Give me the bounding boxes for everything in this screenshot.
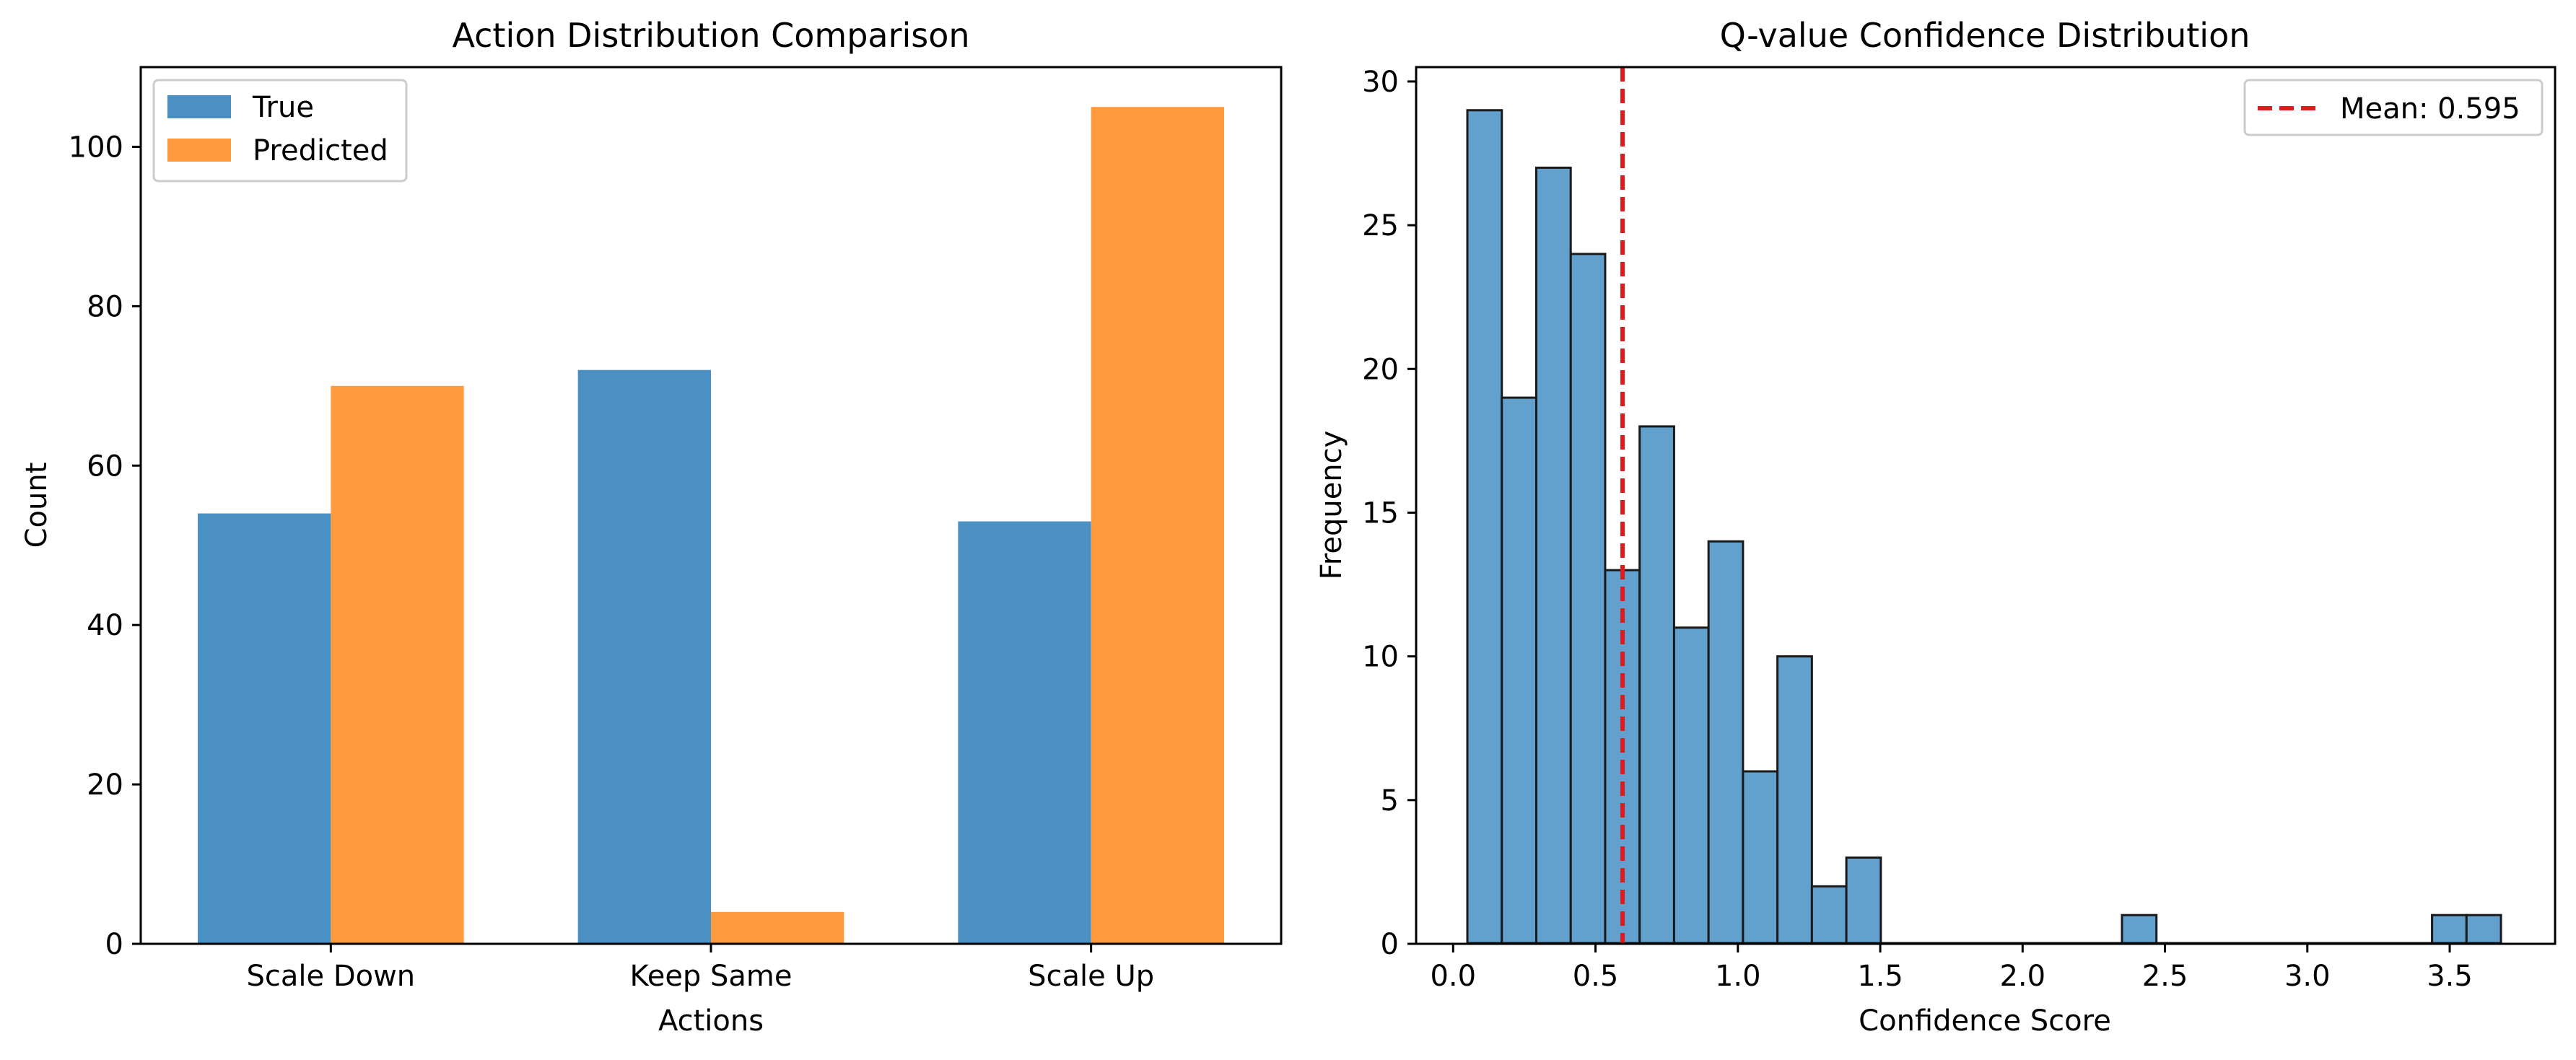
chart2-x-axis-label: Confidence Score bbox=[1859, 1004, 2111, 1038]
histogram-bin bbox=[1534, 166, 1572, 945]
y-tick-label: 60 bbox=[87, 450, 123, 483]
chart2-plot-frame bbox=[1415, 66, 2557, 945]
y-tick-label: 10 bbox=[1362, 641, 1399, 674]
chart2-x-ticks: 0.0 0.5 1.0 1.5 2.0 2.5 3.0 3.5 bbox=[1430, 944, 2473, 993]
legend-label-predicted: Predicted bbox=[253, 134, 388, 167]
histogram-bin bbox=[2431, 914, 2468, 945]
y-tick-label: 40 bbox=[87, 609, 123, 642]
histogram-bin bbox=[2465, 914, 2502, 945]
x-tick-label: 1.0 bbox=[1715, 960, 1761, 993]
chart1-legend: True Predicted bbox=[152, 79, 408, 183]
chart2-y-ticks: 0 5 10 15 20 25 30 bbox=[1362, 66, 1416, 961]
x-tick-label: 1.5 bbox=[1857, 960, 1903, 993]
bar-true-scale-up bbox=[958, 521, 1091, 944]
x-tick-label: 2.5 bbox=[2142, 960, 2188, 993]
histogram-bin bbox=[1466, 109, 1503, 945]
y-tick-label: 15 bbox=[1362, 496, 1399, 530]
x-tick-label: 2.0 bbox=[1999, 960, 2045, 993]
bar-true-scale-down bbox=[198, 513, 331, 944]
action-distribution-chart: Action Distribution Comparison Scale Dow… bbox=[20, 16, 1283, 1038]
x-tick-label: Keep Same bbox=[629, 960, 792, 993]
x-tick-label: Scale Up bbox=[1028, 960, 1154, 993]
y-tick-label: 5 bbox=[1381, 784, 1399, 818]
bar-predicted-scale-down bbox=[331, 385, 464, 944]
y-tick-label: 20 bbox=[87, 768, 123, 802]
x-tick-label: 0.5 bbox=[1573, 960, 1619, 993]
chart2-legend-box bbox=[2243, 79, 2544, 136]
histogram-bin bbox=[1569, 253, 1607, 945]
chart2-y-axis-label: Frequency bbox=[1315, 431, 1348, 580]
x-tick-label: 0.0 bbox=[1430, 960, 1476, 993]
histogram-bin bbox=[1672, 626, 1710, 945]
y-tick-label: 0 bbox=[105, 928, 123, 961]
y-tick-label: 0 bbox=[1381, 928, 1399, 961]
x-tick-label: 3.5 bbox=[2427, 960, 2473, 993]
chart1-y-ticks: 0 20 40 60 80 100 bbox=[69, 131, 141, 961]
legend-label-mean: Mean: 0.595 bbox=[2340, 92, 2520, 126]
histogram-bin bbox=[1707, 540, 1745, 945]
histogram-bin bbox=[1638, 425, 1675, 945]
histogram-bin bbox=[1604, 569, 1641, 945]
chart2-title: Q-value Confidence Distribution bbox=[1720, 16, 2250, 55]
histogram-bin bbox=[1501, 396, 1537, 945]
bar-predicted-scale-up bbox=[1091, 107, 1224, 944]
chart1-bars bbox=[198, 107, 1224, 944]
histogram-bin bbox=[1742, 770, 1779, 945]
legend-swatch-predicted bbox=[167, 139, 231, 162]
chart2-bars bbox=[1466, 109, 2502, 945]
y-tick-label: 30 bbox=[1362, 66, 1399, 99]
histogram-bin bbox=[1776, 655, 1813, 945]
histogram-bin bbox=[1810, 885, 1848, 945]
legend-label-true: True bbox=[252, 91, 314, 124]
histogram-bin bbox=[1845, 856, 1882, 945]
chart1-title: Action Distribution Comparison bbox=[452, 16, 969, 55]
y-tick-label: 20 bbox=[1362, 353, 1399, 386]
legend-swatch-true bbox=[167, 95, 231, 118]
y-tick-label: 25 bbox=[1362, 209, 1399, 242]
y-tick-label: 100 bbox=[69, 131, 123, 164]
chart2-legend: Mean: 0.595 bbox=[2243, 79, 2544, 136]
bar-true-keep-same bbox=[577, 369, 711, 944]
chart1-y-axis-label: Count bbox=[20, 463, 53, 548]
chart1-x-axis-label: Actions bbox=[658, 1004, 764, 1038]
chart1-x-ticks: Scale Down Keep Same Scale Up bbox=[246, 944, 1154, 993]
y-tick-label: 80 bbox=[87, 290, 123, 323]
bar-predicted-keep-same bbox=[711, 911, 844, 944]
histogram-bin bbox=[2121, 914, 2158, 945]
x-tick-label: 3.0 bbox=[2284, 960, 2331, 993]
x-tick-label: Scale Down bbox=[246, 960, 415, 993]
confidence-histogram-chart: Q-value Confidence Distribution 0.0 0.5 1.… bbox=[1315, 16, 2557, 1038]
